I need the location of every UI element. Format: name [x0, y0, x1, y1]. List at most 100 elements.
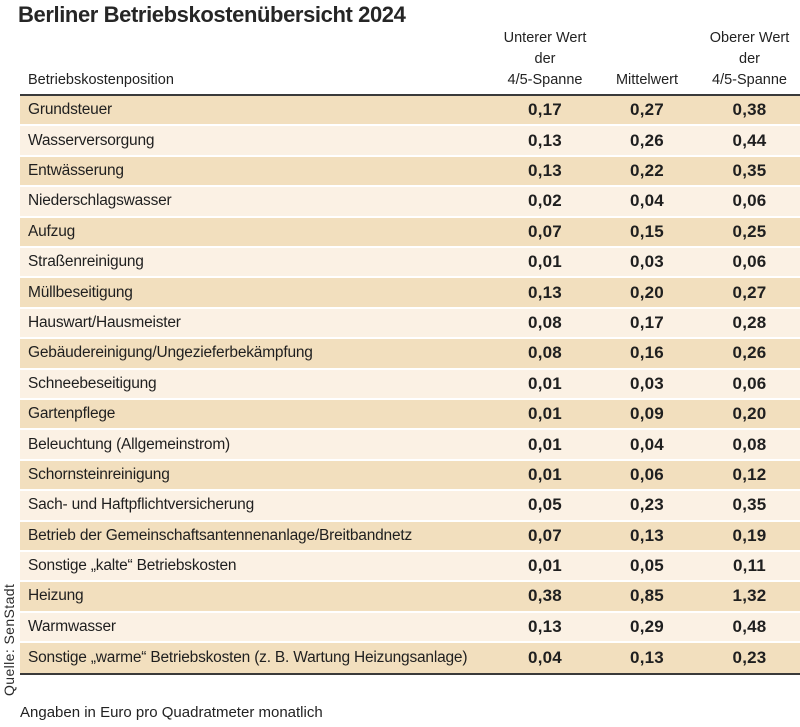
row-label: Wasserversorgung — [28, 131, 155, 149]
row-label: Grundsteuer — [28, 101, 112, 119]
row-value-mean: 0,17 — [630, 312, 664, 332]
row-value-mean: 0,22 — [630, 161, 664, 181]
row-value-upper: 0,06 — [732, 252, 767, 272]
table-row: Warmwasser 0,13 0,29 0,48 — [20, 612, 800, 644]
table-row: Schornsteinreinigung 0,01 0,06 0,12 — [20, 460, 800, 492]
row-value-lower: 0,01 — [528, 434, 562, 454]
row-value-lower: 0,01 — [528, 373, 562, 393]
table-row: Niederschlagswasser 0,02 0,04 0,06 — [20, 187, 800, 218]
row-value-upper: 0,48 — [732, 616, 767, 636]
row-label: Sonstige „kalte“ Betriebskosten — [28, 557, 237, 575]
row-value-lower: 0,13 — [528, 161, 562, 181]
row-value-upper: 0,25 — [732, 221, 767, 241]
row-label: Beleuchtung (Allgemeinstrom) — [28, 435, 231, 453]
row-value-mean: 0,13 — [630, 648, 664, 668]
row-value-mean: 0,03 — [630, 252, 664, 272]
row-value-upper: 0,35 — [732, 161, 767, 181]
row-value-mean: 0,23 — [630, 495, 664, 515]
table-row: Straßenreinigung 0,01 0,03 0,06 — [20, 248, 800, 279]
row-value-mean: 0,29 — [630, 616, 664, 636]
row-label: Entwässerung — [28, 162, 124, 180]
table-row: Sach- und Haftpflichtversicherung 0,05 0… — [20, 491, 800, 522]
row-value-lower: 0,13 — [528, 282, 562, 302]
row-value-lower: 0,01 — [528, 252, 562, 272]
row-value-lower: 0,07 — [528, 525, 562, 545]
table-row: Betrieb der Gemeinschaftsantennenanlage/… — [20, 521, 800, 552]
row-value-upper: 0,38 — [732, 100, 767, 120]
row-value-mean: 0,15 — [630, 221, 664, 241]
column-header-lower: Unterer Wert der 4/5-Spanne — [495, 28, 595, 91]
table-row: Sonstige „kalte“ Betriebskosten 0,01 0,0… — [20, 551, 800, 583]
row-value-mean: 0,27 — [630, 100, 664, 120]
row-value-mean: 0,05 — [630, 556, 664, 576]
column-header-mean: Mittelwert — [615, 72, 679, 89]
table-row: Beleuchtung (Allgemeinstrom) 0,01 0,04 0… — [20, 430, 800, 461]
row-label: Aufzug — [28, 222, 76, 240]
row-value-upper: 0,11 — [733, 556, 766, 576]
row-value-upper: 0,28 — [732, 312, 767, 332]
page-title: Berliner Betriebskostenübersicht 2024 — [18, 2, 406, 27]
row-value-mean: 0,20 — [630, 282, 664, 302]
row-value-upper: 0,06 — [732, 373, 767, 393]
row-label: Gebäudereinigung/Ungezieferbekämpfung — [28, 344, 313, 362]
row-label: Hauswart/Hausmeister — [28, 313, 181, 331]
footnote: Angaben in Euro pro Quadratmeter monatli… — [20, 704, 323, 721]
row-label: Heizung — [28, 587, 84, 605]
row-value-lower: 0,13 — [528, 130, 562, 150]
table-row: Gartenpflege 0,01 0,09 0,20 — [20, 399, 800, 431]
row-value-upper: 0,23 — [732, 648, 767, 668]
row-value-upper: 0,08 — [732, 434, 767, 454]
table-row: Aufzug 0,07 0,15 0,25 — [20, 217, 800, 248]
row-label: Sonstige „warme“ Betriebskosten (z. B. W… — [28, 649, 468, 667]
row-label: Schneebeseitigung — [28, 374, 157, 392]
row-label: Straßenreinigung — [28, 253, 144, 271]
column-header-upper: Oberer Wert der 4/5-Spanne — [699, 28, 800, 91]
row-value-upper: 0,44 — [732, 130, 767, 150]
table-row: Hauswart/Hausmeister 0,08 0,17 0,28 — [20, 308, 800, 340]
row-value-lower: 0,38 — [528, 586, 562, 606]
row-label: Sach- und Haftpflichtversicherung — [28, 496, 255, 514]
betriebskosten-table: Betriebskostenposition Unterer Wert der … — [20, 28, 800, 676]
column-header-lower-line1: Unterer Wert der — [503, 30, 587, 68]
row-value-lower: 0,07 — [528, 221, 562, 241]
table-row: Heizung 0,38 0,85 1,32 — [20, 582, 800, 613]
row-value-upper: 0,27 — [732, 282, 767, 302]
row-value-upper: 0,19 — [732, 525, 767, 545]
table-row: Gebäudereinigung/Ungezieferbekämpfung 0,… — [20, 339, 800, 370]
row-value-upper: 0,06 — [732, 191, 767, 211]
table-row: Wasserversorgung 0,13 0,26 0,44 — [20, 126, 800, 157]
row-value-lower: 0,13 — [528, 616, 562, 636]
row-label: Niederschlagswasser — [28, 192, 172, 210]
row-value-lower: 0,01 — [528, 556, 562, 576]
table-row: Schneebeseitigung 0,01 0,03 0,06 — [20, 369, 800, 400]
source-credit: Quelle: SenStadt — [1, 583, 17, 696]
row-value-lower: 0,01 — [528, 404, 562, 424]
row-value-mean: 0,04 — [630, 434, 664, 454]
table-body: Grundsteuer 0,17 0,27 0,38 Wasserversorg… — [20, 96, 800, 676]
table-row: Sonstige „warme“ Betriebskosten (z. B. W… — [20, 643, 800, 674]
table-row: Müllbeseitigung 0,13 0,20 0,27 — [20, 278, 800, 309]
row-value-lower: 0,01 — [528, 464, 562, 484]
column-header-upper-line2: 4/5-Spanne — [712, 72, 787, 89]
column-header-lower-line2: 4/5-Spanne — [507, 72, 583, 89]
row-value-lower: 0,05 — [528, 495, 562, 515]
row-value-lower: 0,02 — [528, 191, 562, 211]
row-value-lower: 0,04 — [528, 648, 562, 668]
table-row: Entwässerung 0,13 0,22 0,35 — [20, 156, 800, 188]
row-value-upper: 0,20 — [732, 404, 767, 424]
row-label: Gartenpflege — [28, 405, 116, 423]
row-value-mean: 0,03 — [630, 373, 664, 393]
row-label: Müllbeseitigung — [28, 283, 133, 301]
row-value-mean: 0,26 — [630, 130, 664, 150]
row-value-mean: 0,09 — [630, 404, 664, 424]
column-header-position: Betriebskostenposition — [28, 72, 174, 89]
table-header: Betriebskostenposition Unterer Wert der … — [20, 28, 800, 97]
row-value-lower: 0,08 — [528, 312, 562, 332]
row-label: Betrieb der Gemeinschaftsantennenanlage/… — [28, 526, 413, 544]
row-label: Schornsteinreinigung — [28, 465, 170, 483]
row-value-mean: 0,85 — [630, 586, 664, 606]
column-header-upper-line1: Oberer Wert der — [709, 30, 790, 68]
row-value-mean: 0,06 — [630, 464, 664, 484]
row-value-upper: 1,32 — [732, 586, 767, 606]
row-value-mean: 0,13 — [630, 525, 664, 545]
